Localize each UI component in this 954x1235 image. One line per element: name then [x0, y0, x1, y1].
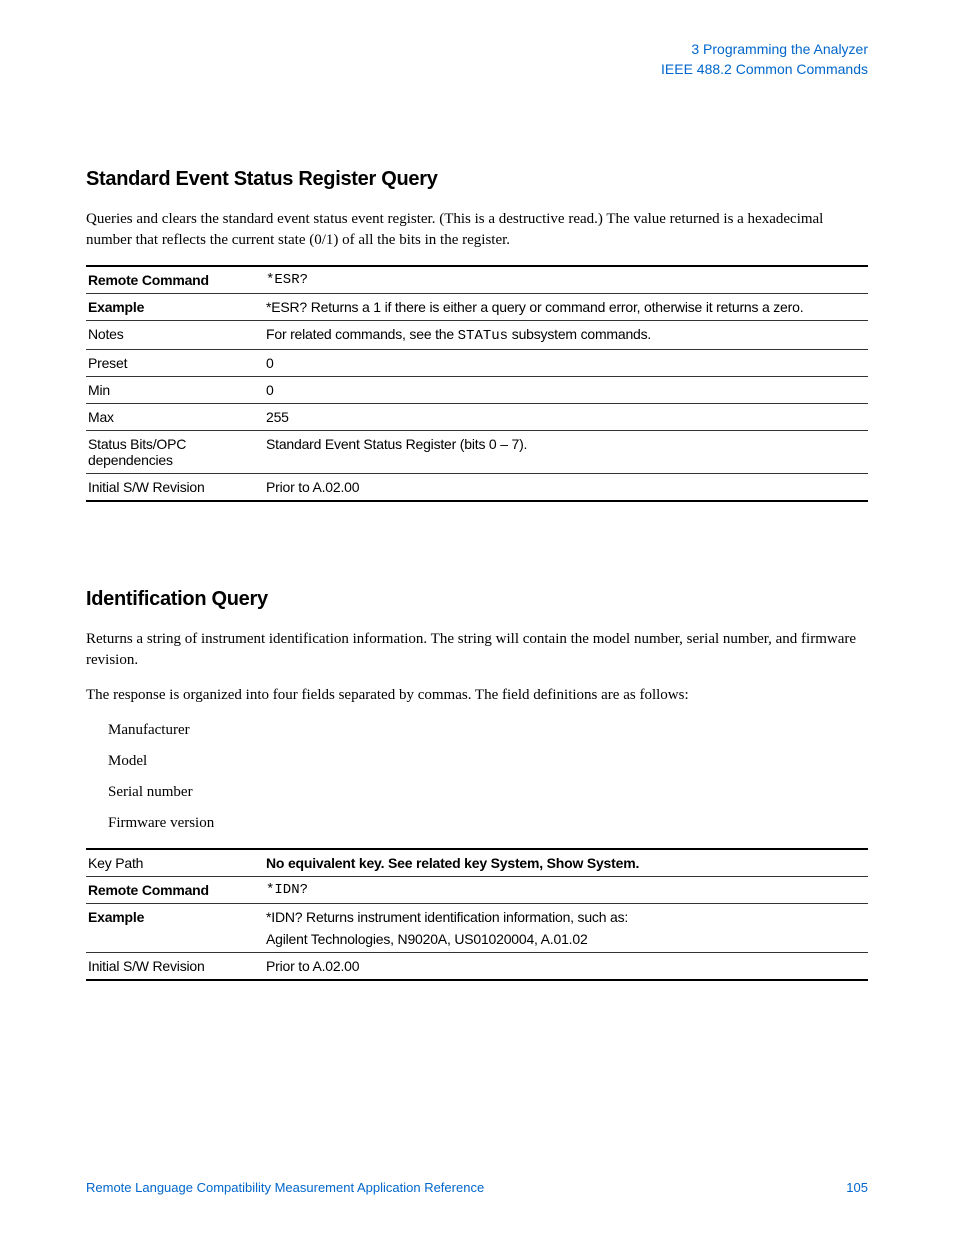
- row-label: Max: [86, 404, 264, 431]
- text-span: For related commands, see the: [266, 326, 458, 342]
- table-row: Status Bits/OPC dependencies Standard Ev…: [86, 431, 868, 474]
- section-para: Queries and clears the standard event st…: [86, 209, 868, 251]
- footer-page-number: 105: [846, 1180, 868, 1195]
- list-item: Manufacturer: [108, 720, 868, 741]
- row-value: Prior to A.02.00: [264, 474, 868, 502]
- row-label: Remote Command: [86, 877, 264, 904]
- text-span: subsystem commands.: [508, 326, 651, 342]
- row-label: Example: [86, 294, 264, 321]
- section-para: Returns a string of instrument identific…: [86, 629, 868, 671]
- table-row: Remote Command *IDN?: [86, 877, 868, 904]
- table-row: Min 0: [86, 377, 868, 404]
- row-value: *IDN? Returns instrument identification …: [264, 904, 868, 953]
- text-line: *IDN? Returns instrument identification …: [266, 909, 866, 925]
- table-row: Example *IDN? Returns instrument identif…: [86, 904, 868, 953]
- row-value: *ESR?: [264, 266, 868, 294]
- row-value: 0: [264, 377, 868, 404]
- mono-span: STATus: [458, 328, 508, 344]
- list-item: Model: [108, 751, 868, 772]
- table-row: Key Path No equivalent key. See related …: [86, 849, 868, 877]
- row-value: 255: [264, 404, 868, 431]
- header-section: IEEE 488.2 Common Commands: [661, 60, 868, 80]
- row-value: For related commands, see the STATus sub…: [264, 321, 868, 350]
- table-row: Example *ESR? Returns a 1 if there is ei…: [86, 294, 868, 321]
- section-para: The response is organized into four fiel…: [86, 685, 868, 706]
- esr-table: Remote Command *ESR? Example *ESR? Retur…: [86, 265, 868, 502]
- page-header: 3 Programming the Analyzer IEEE 488.2 Co…: [661, 40, 868, 79]
- row-value: Prior to A.02.00: [264, 953, 868, 981]
- table-row: Max 255: [86, 404, 868, 431]
- row-value: *ESR? Returns a 1 if there is either a q…: [264, 294, 868, 321]
- section-title-idn: Identification Query: [86, 588, 868, 611]
- row-label: Initial S/W Revision: [86, 953, 264, 981]
- table-row: Initial S/W Revision Prior to A.02.00: [86, 474, 868, 502]
- header-chapter: 3 Programming the Analyzer: [661, 40, 868, 60]
- row-label: Initial S/W Revision: [86, 474, 264, 502]
- row-label: Min: [86, 377, 264, 404]
- row-label: Remote Command: [86, 266, 264, 294]
- page-content: Standard Event Status Register Query Que…: [86, 168, 868, 1021]
- list-item: Serial number: [108, 782, 868, 803]
- field-list: Manufacturer Model Serial number Firmwar…: [108, 720, 868, 834]
- row-value: Standard Event Status Register (bits 0 –…: [264, 431, 868, 474]
- footer-title: Remote Language Compatibility Measuremen…: [86, 1180, 484, 1195]
- row-label: Status Bits/OPC dependencies: [86, 431, 264, 474]
- page-footer: Remote Language Compatibility Measuremen…: [86, 1180, 868, 1195]
- row-value: 0: [264, 350, 868, 377]
- row-label: Preset: [86, 350, 264, 377]
- table-row: Preset 0: [86, 350, 868, 377]
- row-label: Key Path: [86, 849, 264, 877]
- idn-table: Key Path No equivalent key. See related …: [86, 848, 868, 981]
- row-label: Notes: [86, 321, 264, 350]
- list-item: Firmware version: [108, 813, 868, 834]
- section-title-esr: Standard Event Status Register Query: [86, 168, 868, 191]
- table-row: Remote Command *ESR?: [86, 266, 868, 294]
- table-row: Initial S/W Revision Prior to A.02.00: [86, 953, 868, 981]
- text-line: Agilent Technologies, N9020A, US01020004…: [266, 931, 866, 947]
- row-value: No equivalent key. See related key Syste…: [264, 849, 868, 877]
- table-row: Notes For related commands, see the STAT…: [86, 321, 868, 350]
- row-value: *IDN?: [264, 877, 868, 904]
- row-label: Example: [86, 904, 264, 953]
